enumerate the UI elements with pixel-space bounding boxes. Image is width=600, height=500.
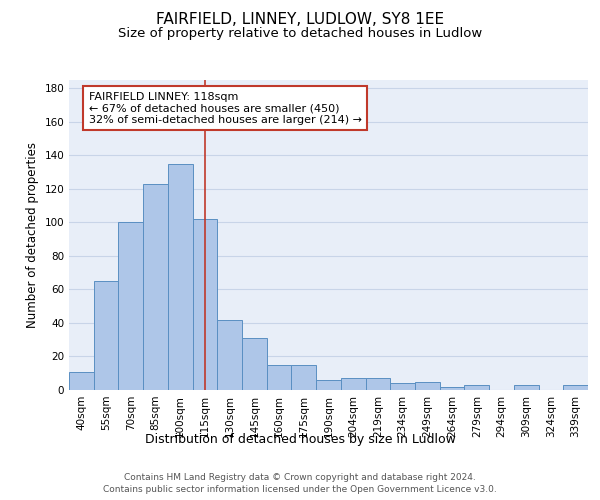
Text: Contains public sector information licensed under the Open Government Licence v3: Contains public sector information licen… [103, 485, 497, 494]
Bar [193, 219, 217, 390]
Bar [143, 184, 168, 390]
Bar [94, 281, 118, 390]
Bar [563, 385, 588, 390]
Bar [514, 385, 539, 390]
Bar [242, 338, 267, 390]
Bar [69, 372, 94, 390]
Bar [464, 385, 489, 390]
Bar [440, 386, 464, 390]
Bar [365, 378, 390, 390]
Y-axis label: Number of detached properties: Number of detached properties [26, 142, 39, 328]
Bar [341, 378, 365, 390]
Bar [415, 382, 440, 390]
Bar [390, 384, 415, 390]
Bar [316, 380, 341, 390]
Text: Size of property relative to detached houses in Ludlow: Size of property relative to detached ho… [118, 28, 482, 40]
Text: FAIRFIELD, LINNEY, LUDLOW, SY8 1EE: FAIRFIELD, LINNEY, LUDLOW, SY8 1EE [156, 12, 444, 28]
Text: FAIRFIELD LINNEY: 118sqm
← 67% of detached houses are smaller (450)
32% of semi-: FAIRFIELD LINNEY: 118sqm ← 67% of detach… [89, 92, 362, 125]
Bar [217, 320, 242, 390]
Text: Contains HM Land Registry data © Crown copyright and database right 2024.: Contains HM Land Registry data © Crown c… [124, 472, 476, 482]
Bar [292, 365, 316, 390]
Bar [118, 222, 143, 390]
Bar [267, 365, 292, 390]
Text: Distribution of detached houses by size in Ludlow: Distribution of detached houses by size … [145, 432, 455, 446]
Bar [168, 164, 193, 390]
